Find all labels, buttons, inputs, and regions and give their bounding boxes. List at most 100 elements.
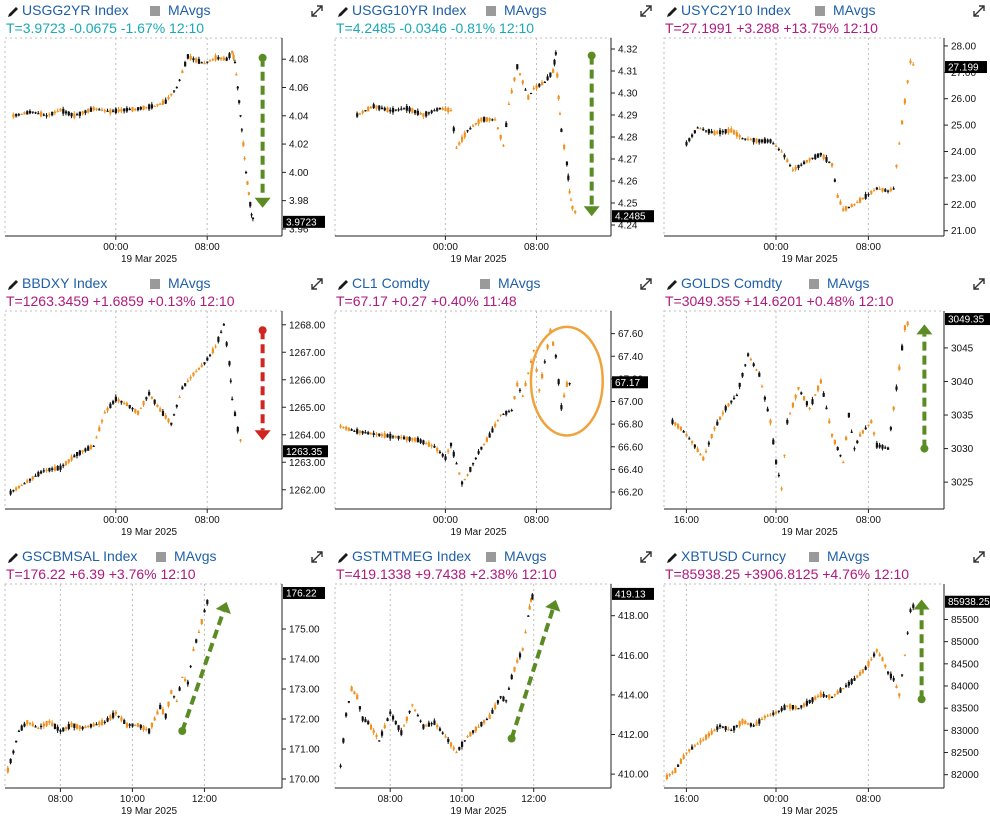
price-candle [817, 153, 820, 159]
price-candle [775, 709, 778, 716]
expand-icon[interactable] [972, 550, 986, 564]
price-candle [203, 362, 206, 366]
price-candle [833, 439, 836, 446]
ticker-label[interactable]: CL1 Comdty [352, 275, 430, 291]
ticker-label[interactable]: USYC2Y10 Index [681, 2, 791, 18]
y-tick-label: 66.80 [618, 420, 643, 431]
ticker-label[interactable]: GOLDS Comdty [681, 275, 783, 291]
ticker-label[interactable]: USGG10YR Index [352, 2, 467, 18]
chart-svg: 4.32 4.31 4.30 4.29 4.28 4.27 4.26 4.25 4.24 00:0… [334, 37, 654, 265]
price-candle [350, 428, 353, 431]
price-candle [67, 721, 70, 731]
mavgs-label[interactable]: MAvgs [827, 275, 870, 291]
expand-icon[interactable] [639, 277, 653, 291]
pencil-icon[interactable] [665, 278, 679, 292]
price-candle [408, 436, 411, 443]
pencil-icon[interactable] [336, 5, 350, 19]
price-candle [873, 651, 876, 658]
price-candle [819, 690, 822, 698]
y-tick-label: 4.24 [618, 221, 638, 232]
ticker-label[interactable]: USGG2YR Index [22, 2, 129, 18]
mavgs-label[interactable]: MAvgs [168, 275, 211, 291]
y-tick-label: 24.00 [951, 147, 976, 158]
price-candle [375, 431, 378, 438]
price-candle [192, 56, 195, 63]
mavgs-label[interactable]: MAvgs [168, 2, 211, 18]
pencil-icon[interactable] [336, 551, 350, 565]
y-tick-label: 4.00 [289, 168, 309, 179]
y-tick-label: 67.60 [618, 329, 643, 340]
price-candle [148, 728, 151, 735]
price-candle [901, 673, 904, 677]
price-candle [397, 435, 400, 441]
price-candle [677, 423, 680, 430]
price-candle [738, 382, 741, 390]
mavgs-label[interactable]: MAvgs [498, 275, 541, 291]
stat-line: T=419.1338 +9.7438 +2.38% 12:10 [336, 566, 557, 582]
ticker-label[interactable]: BBDXY Index [22, 275, 108, 291]
price-candle [15, 740, 18, 743]
price-candle [192, 371, 195, 377]
price-candle [521, 79, 524, 86]
price-candle [496, 419, 500, 422]
pencil-icon[interactable] [665, 5, 679, 19]
ticker-label[interactable]: XBTUSD Curncy [681, 548, 787, 564]
expand-icon[interactable] [310, 277, 324, 291]
y-tick-label: 85000 [951, 637, 979, 648]
price-candle [28, 109, 32, 115]
mavgs-swatch [809, 552, 819, 562]
price-candle [763, 137, 766, 144]
mavgs-label[interactable]: MAvgs [833, 2, 876, 18]
x-tick-label: 08:00 [856, 794, 881, 805]
expand-icon[interactable] [310, 4, 324, 18]
price-candle [217, 55, 220, 61]
price-candle [510, 87, 513, 94]
price-candle [800, 704, 803, 710]
price-candle [242, 140, 245, 148]
pencil-icon[interactable] [665, 551, 679, 565]
price-candle [696, 446, 699, 453]
expand-icon[interactable] [972, 4, 986, 18]
expand-icon[interactable] [972, 277, 986, 291]
mavgs-label[interactable]: MAvgs [827, 548, 870, 564]
price-candle [167, 418, 170, 424]
expand-icon[interactable] [639, 4, 653, 18]
ticker-label[interactable]: GSTMTMEG Index [352, 548, 472, 564]
price-candle [524, 629, 527, 634]
ticker-label[interactable]: GSCBMSAL Index [22, 548, 138, 564]
price-candle [208, 59, 212, 62]
price-candle [845, 205, 848, 212]
price-candle [375, 105, 378, 111]
pencil-icon[interactable] [6, 551, 20, 565]
price-candle [23, 111, 26, 115]
price-candle [67, 459, 70, 465]
price-candle [485, 117, 488, 123]
mavgs-label[interactable]: MAvgs [504, 2, 547, 18]
price-candle [527, 94, 530, 101]
price-candle [51, 466, 54, 472]
price-candle [460, 134, 464, 144]
price-candle [139, 407, 142, 409]
x-tick-label: 08:00 [524, 515, 549, 526]
pencil-icon[interactable] [6, 278, 20, 292]
chart-panel: GSCBMSAL Index MAvgs T=176.22 +6.39 +3.76%… [0, 546, 328, 824]
chart-svg: 418.00 416.00 414.00 412.00 410.00 08:00 10:00… [334, 583, 654, 817]
price-candle [430, 109, 433, 115]
price-candle [560, 402, 563, 412]
expand-icon[interactable] [639, 550, 653, 564]
price-candle [139, 106, 142, 111]
price-candle [233, 59, 237, 64]
pencil-icon[interactable] [336, 278, 350, 292]
mavgs-label[interactable]: MAvgs [504, 548, 547, 564]
expand-icon[interactable] [310, 550, 324, 564]
price-candle [535, 367, 538, 373]
pencil-icon[interactable] [6, 5, 20, 19]
price-candle [716, 130, 719, 135]
price-candle [48, 112, 51, 118]
price-candle [98, 425, 101, 432]
mavgs-label[interactable]: MAvgs [174, 548, 217, 564]
price-candle [64, 460, 68, 466]
price-candle [794, 393, 797, 401]
price-candle [422, 439, 425, 446]
price-candle [889, 425, 892, 432]
